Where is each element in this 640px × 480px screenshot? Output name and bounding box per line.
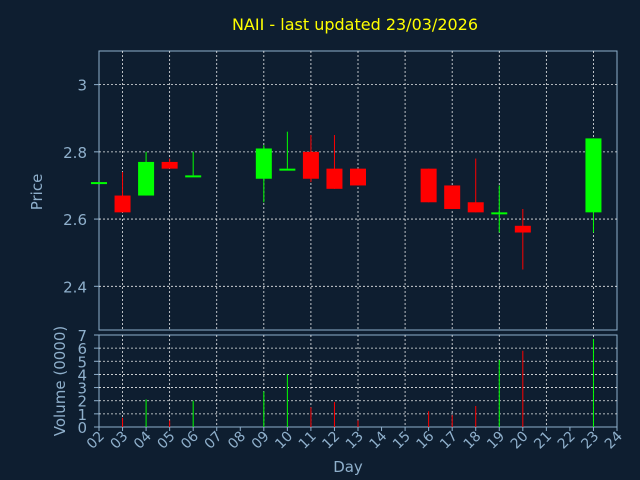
candle-body	[444, 185, 461, 209]
volume-tick-label: 1	[77, 406, 87, 424]
x-tick-label: 07	[202, 429, 226, 453]
x-tick-label: 02	[84, 429, 108, 453]
candle-body	[161, 161, 178, 169]
volume-tick-label: 6	[77, 340, 87, 358]
x-tick-label: 03	[107, 429, 131, 453]
x-axis-label: Day	[333, 458, 363, 476]
volume-tick-label: 2	[77, 393, 87, 411]
x-tick-label: 09	[249, 429, 273, 453]
chart-title: NAII - last updated 23/03/2026	[232, 15, 478, 34]
x-tick-label: 04	[131, 428, 155, 452]
y-axis-label: Price	[28, 174, 46, 211]
volume-tick-label: 7	[77, 327, 87, 345]
x-tick-label: 08	[225, 429, 249, 453]
volume-tick-label: 0	[77, 419, 87, 437]
volume-tick-label: 4	[77, 366, 87, 384]
candle-body	[491, 212, 508, 215]
volume-tick-label: 5	[77, 353, 87, 371]
volume-tick-label: 3	[77, 380, 87, 398]
x-tick-label: 11	[296, 429, 320, 453]
candle-body	[420, 168, 437, 203]
x-tick-label: 17	[437, 429, 461, 453]
x-tick-label: 22	[555, 429, 579, 453]
x-tick-label: 23	[578, 429, 602, 453]
candle-body	[114, 195, 131, 213]
x-tick-label: 16	[414, 428, 438, 452]
candle-body	[350, 168, 366, 186]
price-tick-label: 2.8	[63, 144, 87, 162]
candle-body	[302, 151, 319, 179]
candle-body	[326, 168, 343, 189]
x-tick-label: 18	[461, 429, 485, 453]
x-tick-label: 20	[508, 429, 532, 453]
x-tick-label: 10	[272, 429, 296, 453]
candle-body	[91, 182, 107, 185]
candle-body	[585, 138, 602, 213]
x-tick-label: 15	[390, 429, 414, 453]
x-tick-label: 21	[531, 429, 555, 453]
x-tick-label: 19	[484, 429, 508, 453]
candle-body	[279, 168, 296, 171]
candle-body	[185, 175, 202, 178]
price-tick-label: 2.4	[63, 278, 87, 296]
price-tick-label: 2.6	[63, 211, 87, 229]
candle-body	[467, 202, 484, 213]
x-tick-label: 13	[343, 429, 367, 453]
x-tick-label: 14	[366, 428, 390, 452]
candle-body	[255, 148, 272, 179]
candle-body	[514, 225, 531, 233]
x-axis: 02 03 04 05 06 07 08 09 10 11 12 13 14 15 16 17 18 19 20 21…	[84, 427, 626, 452]
price-tick-label: 3	[77, 77, 87, 95]
x-tick-label: 24	[602, 428, 626, 452]
candle-body	[138, 161, 155, 196]
x-tick-label: 12	[319, 429, 343, 453]
price-panel: 2.4 2.6 2.8 3	[63, 50, 618, 331]
x-tick-label: 06	[178, 428, 202, 452]
volume-axis-label: Volume (0000)	[51, 326, 69, 436]
x-tick-label: 05	[155, 429, 179, 453]
